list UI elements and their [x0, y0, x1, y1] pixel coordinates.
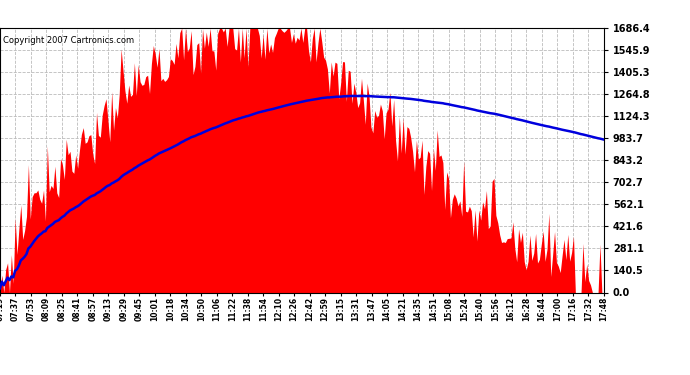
Text: Copyright 2007 Cartronics.com: Copyright 2007 Cartronics.com	[3, 36, 134, 45]
Text: West Array Actual Power (red) & Running Average Power (blue) (Watts) Mon Oct 29 : West Array Actual Power (red) & Running …	[3, 9, 554, 19]
